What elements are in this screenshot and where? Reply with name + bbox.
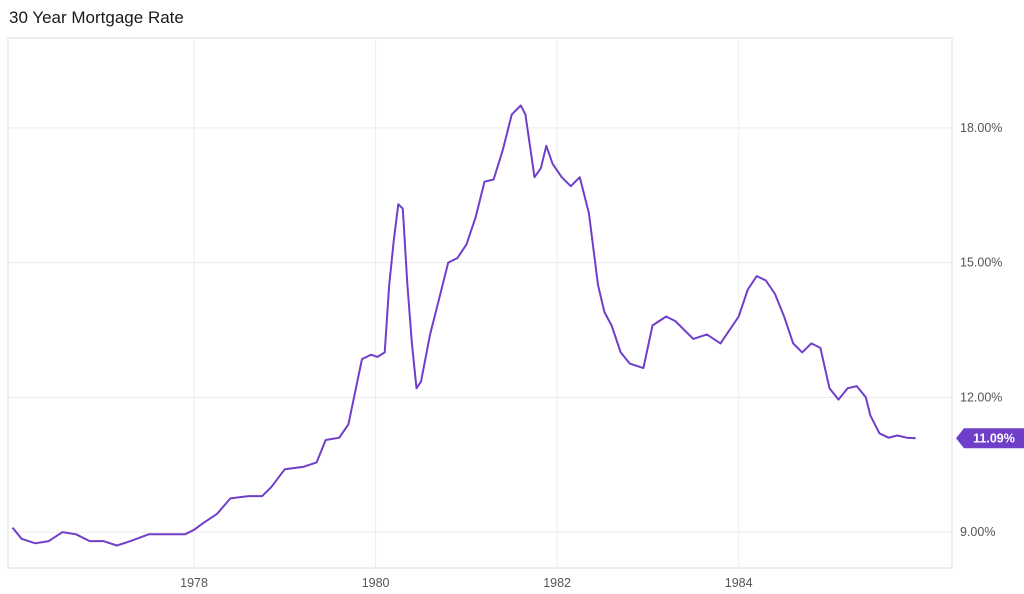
plot-frame <box>7 37 953 569</box>
y-tick-label: 15.00% <box>960 256 1002 270</box>
series-line <box>11 104 916 547</box>
series-layer <box>11 104 916 547</box>
x-tick-label: 1980 <box>362 576 390 590</box>
y-tick-label: 9.00% <box>960 525 995 539</box>
y-tick-label: 12.00% <box>960 390 1002 404</box>
x-tick-label: 1978 <box>180 576 208 590</box>
last-value-tag <box>956 428 1024 449</box>
label-layer: 11.09% <box>956 428 1024 449</box>
axis-layer: 9.00% 12.00% 15.00% 18.00% 1978 1980 1982 1984 <box>180 121 1002 590</box>
chart-title: 30 Year Mortgage Rate <box>9 8 184 27</box>
grid-layer <box>7 37 953 569</box>
x-tick-label: 1982 <box>543 576 571 590</box>
x-tick-label: 1984 <box>725 576 753 590</box>
last-value-label: 11.09% <box>973 432 1015 446</box>
y-tick-label: 18.00% <box>960 121 1002 135</box>
